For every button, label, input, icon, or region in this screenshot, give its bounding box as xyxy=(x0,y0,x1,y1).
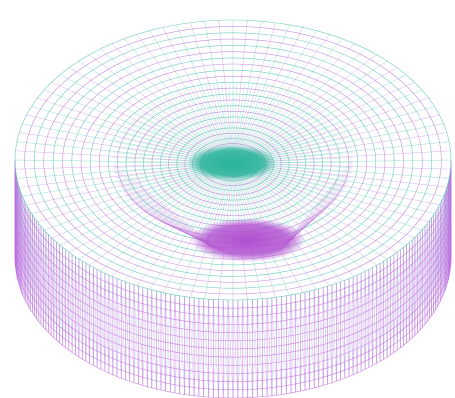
wall-ring xyxy=(14,233,452,374)
mesh-line xyxy=(232,20,248,164)
mesh-line xyxy=(162,27,234,164)
inner-core-bottom xyxy=(190,218,306,262)
mesh-line xyxy=(232,162,398,253)
mesh-line xyxy=(100,162,234,272)
mesh-line xyxy=(136,162,234,286)
mesh-line xyxy=(287,159,354,241)
mesh-line xyxy=(232,48,366,164)
mesh-line xyxy=(232,21,262,164)
mesh-line xyxy=(232,74,407,164)
mesh-line xyxy=(232,162,355,277)
mesh-line xyxy=(136,34,234,164)
mesh-line xyxy=(68,162,234,253)
wall-ring xyxy=(14,225,452,366)
mesh-line xyxy=(89,162,234,266)
mesh-line xyxy=(78,60,234,164)
mesh-line xyxy=(149,162,234,290)
mesh-line xyxy=(176,24,234,164)
mesh-line xyxy=(149,30,234,164)
mesh-line xyxy=(232,54,377,164)
mesh-line xyxy=(162,162,234,293)
mesh-line xyxy=(232,162,377,266)
wall-ring xyxy=(14,176,452,317)
mesh-line xyxy=(232,162,343,282)
side-wall-mesh xyxy=(14,159,452,398)
mesh-line xyxy=(232,24,290,164)
wall-ring xyxy=(14,200,452,342)
mesh-line xyxy=(123,162,234,282)
mesh-line xyxy=(287,163,353,241)
mesh-line xyxy=(232,22,276,164)
wall-ring xyxy=(14,217,452,358)
mesh-line xyxy=(232,43,355,164)
mesh-line xyxy=(114,171,209,243)
mesh-line xyxy=(111,43,234,164)
wall-ring xyxy=(14,184,452,325)
wall-ring xyxy=(14,168,452,309)
mesh-line xyxy=(232,162,366,272)
mesh-line xyxy=(89,54,234,164)
mesh-line xyxy=(232,67,398,164)
inner-core-top xyxy=(187,145,277,181)
mesh-line xyxy=(232,27,304,164)
mesh-line xyxy=(204,21,234,164)
mesh-line xyxy=(123,38,234,164)
wall-ring xyxy=(14,192,452,333)
mesh-line xyxy=(232,34,330,164)
mesh-line xyxy=(78,162,234,260)
mesh-line xyxy=(59,74,234,164)
mesh-line xyxy=(232,81,415,164)
mesh-line xyxy=(111,162,234,277)
wall-ring xyxy=(14,257,452,398)
wall-ring xyxy=(14,241,452,382)
mesh-line xyxy=(113,167,209,242)
mesh-line xyxy=(232,162,388,260)
mesh-line xyxy=(113,163,209,241)
mesh-line xyxy=(232,162,407,246)
wall-ring xyxy=(14,208,452,350)
mesh-line xyxy=(100,48,234,164)
wall-ring xyxy=(14,249,452,391)
mesh-line xyxy=(232,60,388,164)
mesh-line xyxy=(232,38,343,164)
mesh-line xyxy=(115,175,210,244)
mesh-line xyxy=(190,22,234,164)
mesh-line xyxy=(68,67,234,164)
mesh-line xyxy=(232,30,317,164)
mesh-line xyxy=(218,20,234,164)
